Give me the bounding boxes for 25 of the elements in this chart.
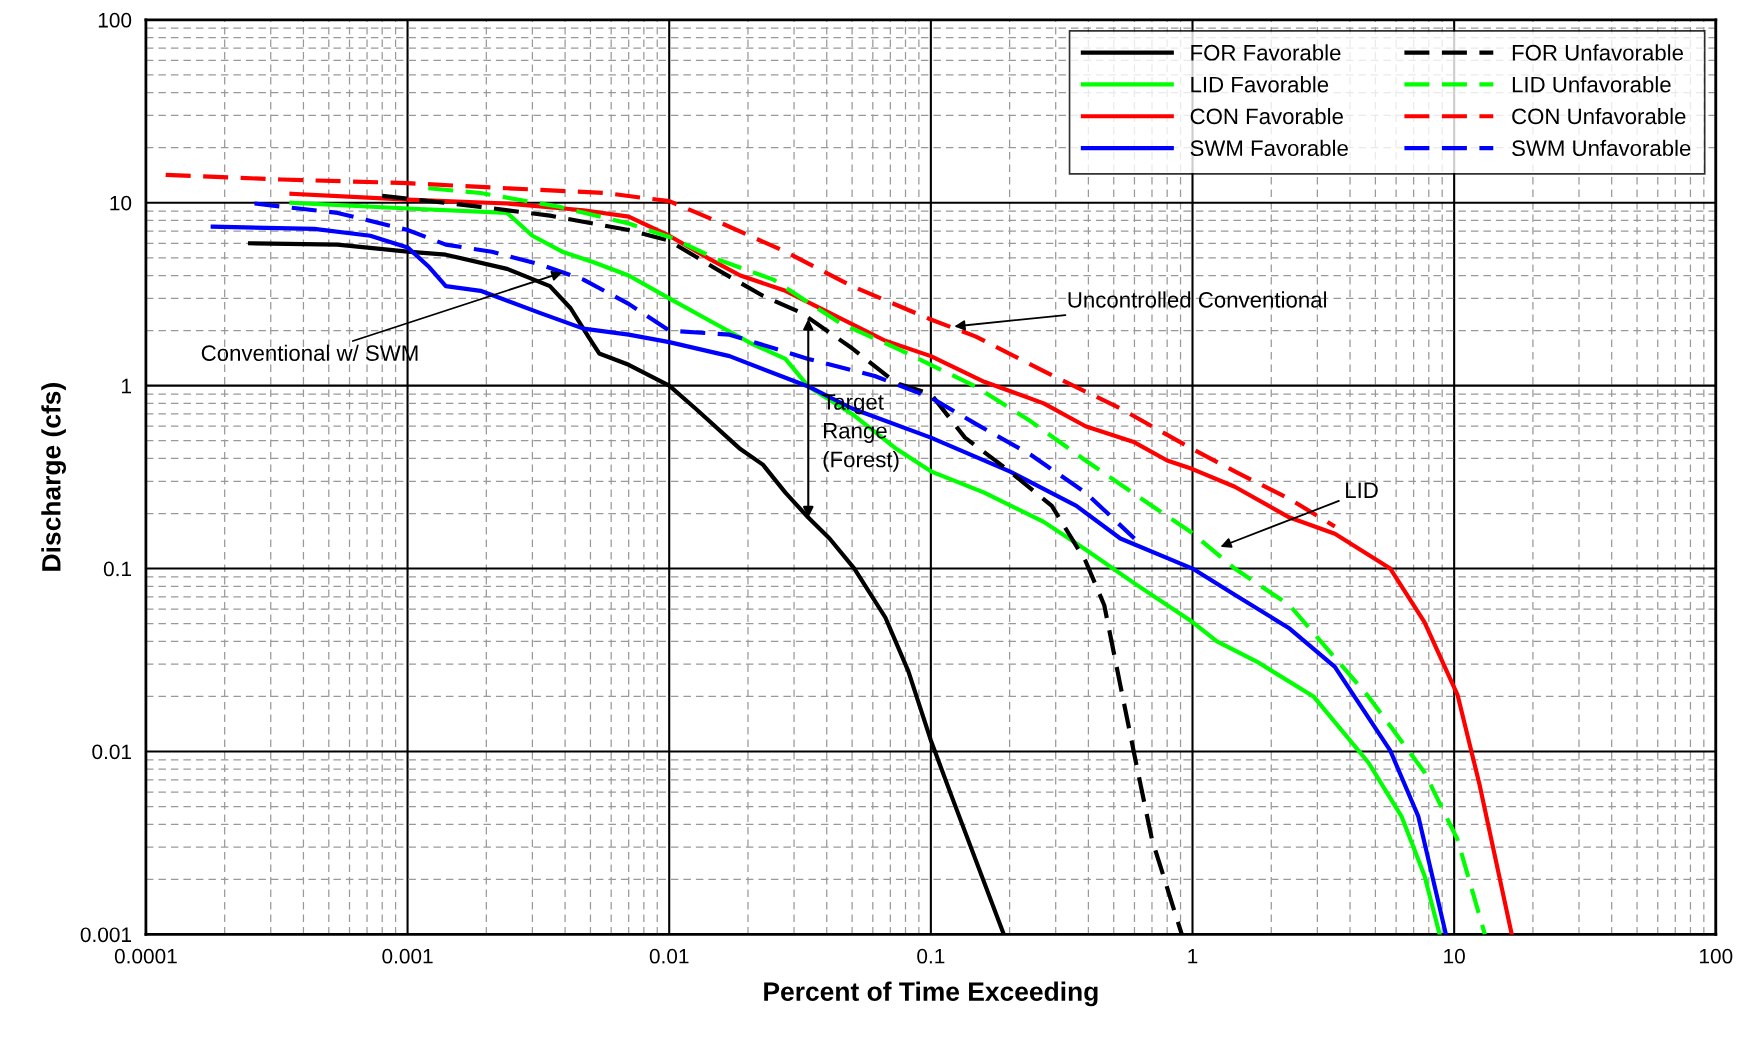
x-axis-title: Percent of Time Exceeding bbox=[764, 981, 1098, 1007]
y-tick-label: 1 bbox=[122, 378, 132, 394]
legend-label: CON Favorable bbox=[1190, 107, 1343, 125]
y-tick-label: 100 bbox=[98, 12, 132, 28]
annotation: LID bbox=[1346, 482, 1378, 498]
annotation: Uncontrolled Conventional bbox=[1068, 291, 1327, 308]
x-tick-label: 100 bbox=[1700, 948, 1733, 964]
y-tick-label: 0.1 bbox=[103, 561, 132, 577]
x-tick-label: 0.1 bbox=[917, 948, 945, 964]
y-tick-label: 0.001 bbox=[80, 927, 132, 943]
y-axis-title: Discharge (cfs) bbox=[41, 383, 67, 571]
x-tick-label: 0.01 bbox=[649, 948, 689, 964]
legend-label: SWM Favorable bbox=[1190, 139, 1348, 157]
legend-label: CON Unfavorable bbox=[1512, 107, 1686, 125]
x-tick-label: 1 bbox=[1188, 949, 1198, 964]
x-tick-label: 0.0001 bbox=[114, 948, 177, 964]
x-tick-label: 10 bbox=[1444, 948, 1465, 964]
y-tick-label: 10 bbox=[110, 195, 132, 211]
x-tick-label: 0.001 bbox=[382, 948, 433, 964]
y-tick-label: 0.01 bbox=[92, 744, 132, 760]
legend-label: FOR Unfavorable bbox=[1512, 44, 1683, 61]
legend-label: LID Favorable bbox=[1191, 76, 1329, 93]
legend-label: LID Unfavorable bbox=[1512, 76, 1671, 93]
legend-label: SWM Unfavorable bbox=[1512, 139, 1691, 157]
legend-label: FOR Favorable bbox=[1191, 44, 1341, 61]
